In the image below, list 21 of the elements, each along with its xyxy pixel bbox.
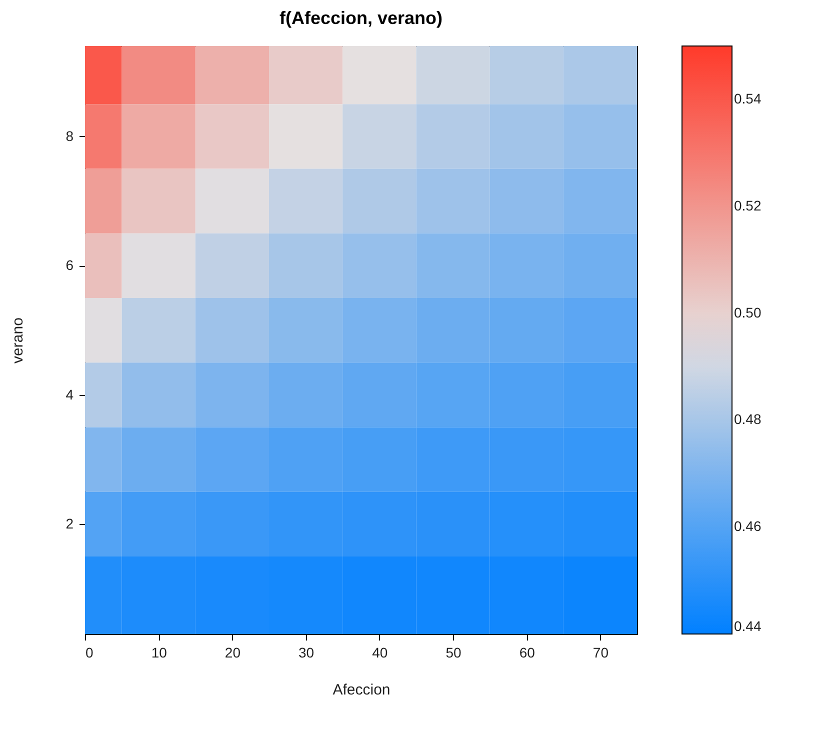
x-tick-label: 20 <box>224 644 241 660</box>
chart-title: f(Afeccion, verano) <box>279 8 443 28</box>
x-tick-label: 10 <box>151 644 168 660</box>
x-axis-title: Afeccion <box>332 682 390 698</box>
color-bar-label: 0.48 <box>734 411 762 428</box>
x-tick-label: 50 <box>446 644 462 660</box>
color-bar-label: 0.44 <box>734 618 762 634</box>
x-tick-label: 40 <box>372 644 388 660</box>
x-tick-label: 70 <box>592 644 609 660</box>
color-bar-label: 0.52 <box>734 197 762 214</box>
y-tick-label: 4 <box>66 386 74 402</box>
color-bar-label: 0.54 <box>734 90 762 106</box>
y-tick-label: 8 <box>66 128 74 144</box>
x-tick-label: 30 <box>298 644 314 660</box>
y-tick-label: 6 <box>66 257 74 274</box>
color-bar-label: 0.50 <box>734 304 762 320</box>
x-tick-label: 60 <box>519 644 536 660</box>
x-tick-label: 0 <box>86 644 94 660</box>
y-tick-label: 2 <box>66 516 74 532</box>
y-axis-title: verano <box>10 318 27 364</box>
color-bar-label: 0.46 <box>734 518 762 534</box>
